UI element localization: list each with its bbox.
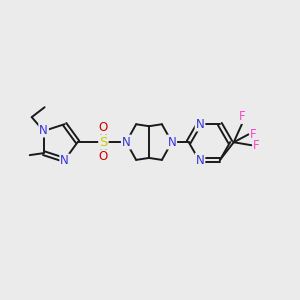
- Text: N: N: [39, 124, 48, 136]
- Text: N: N: [167, 136, 176, 148]
- Text: O: O: [99, 121, 108, 134]
- Text: N: N: [196, 118, 204, 130]
- Text: N: N: [196, 154, 204, 166]
- Text: F: F: [250, 128, 257, 141]
- Text: F: F: [253, 139, 260, 152]
- Text: N: N: [122, 136, 130, 148]
- Text: O: O: [99, 150, 108, 164]
- Text: F: F: [239, 110, 246, 123]
- Text: S: S: [99, 136, 108, 148]
- Text: N: N: [60, 154, 69, 167]
